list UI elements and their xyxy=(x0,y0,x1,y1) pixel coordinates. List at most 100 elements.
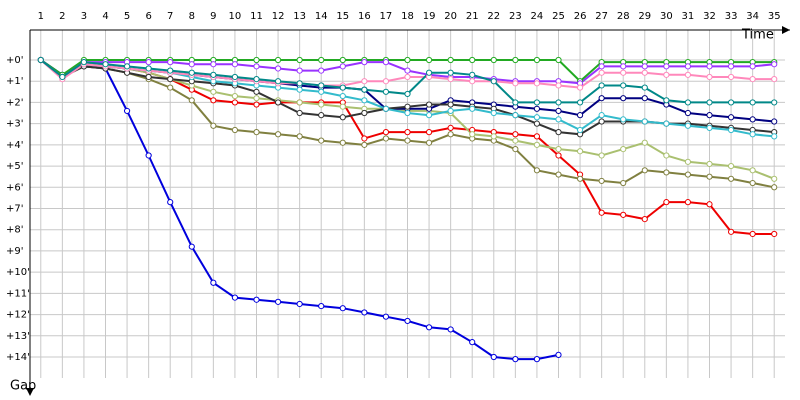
data-point xyxy=(576,112,584,119)
data-point xyxy=(447,101,454,108)
data-point xyxy=(210,88,217,95)
data-point xyxy=(210,71,217,78)
data-point xyxy=(663,169,670,176)
data-point xyxy=(382,105,390,112)
x-tick-label: 8 xyxy=(189,11,195,22)
data-point xyxy=(318,88,325,95)
data-point xyxy=(404,103,411,110)
x-tick-label: 20 xyxy=(444,11,457,22)
data-point xyxy=(231,73,239,81)
data-point xyxy=(339,114,346,121)
y-axis-arrow xyxy=(26,388,34,396)
data-point xyxy=(447,107,454,115)
data-point xyxy=(361,135,368,142)
data-point xyxy=(749,167,756,174)
data-point xyxy=(706,99,713,106)
data-point xyxy=(447,56,454,64)
data-point xyxy=(533,141,541,148)
data-point xyxy=(253,56,260,64)
data-point xyxy=(555,171,562,178)
data-point xyxy=(253,129,260,136)
data-point xyxy=(188,97,195,104)
data-point xyxy=(749,179,756,187)
data-point xyxy=(102,61,109,68)
data-point xyxy=(318,302,325,310)
data-point xyxy=(598,152,605,159)
data-point xyxy=(490,56,497,64)
data-point xyxy=(771,184,778,191)
data-point xyxy=(706,201,713,208)
y-tick-label: +3' xyxy=(6,119,24,130)
data-point xyxy=(447,124,454,131)
data-point xyxy=(404,317,411,325)
x-tick-label: 12 xyxy=(272,11,285,22)
data-point xyxy=(641,167,648,174)
data-point xyxy=(404,109,411,117)
data-point xyxy=(641,84,648,91)
x-tick-label: 19 xyxy=(423,11,436,22)
data-point xyxy=(771,133,778,140)
y-tick-label: +6' xyxy=(6,182,24,193)
data-point xyxy=(425,101,433,108)
data-point xyxy=(490,109,497,117)
data-point xyxy=(512,146,519,153)
data-point xyxy=(296,86,303,93)
data-point xyxy=(663,152,670,159)
x-tick-label: 11 xyxy=(250,11,263,22)
data-point xyxy=(361,109,368,117)
data-point xyxy=(555,116,562,123)
x-tick-label: 27 xyxy=(595,11,608,22)
data-point xyxy=(210,97,217,104)
data-point xyxy=(253,95,260,102)
data-point xyxy=(663,199,670,206)
data-point xyxy=(749,116,756,123)
data-point xyxy=(318,56,325,64)
data-point xyxy=(296,80,303,87)
data-point xyxy=(512,356,519,363)
data-point xyxy=(533,356,541,363)
data-point xyxy=(253,101,260,108)
data-point xyxy=(555,99,562,106)
data-point xyxy=(641,69,648,76)
data-point xyxy=(469,131,476,138)
data-point xyxy=(641,95,648,102)
data-point xyxy=(771,118,778,125)
data-point xyxy=(167,75,174,83)
data-point xyxy=(361,86,368,93)
data-point xyxy=(296,109,303,117)
data-point xyxy=(339,139,346,146)
data-point xyxy=(274,78,282,85)
data-point xyxy=(663,120,670,127)
data-point xyxy=(576,148,584,155)
x-tick-label: 9 xyxy=(210,11,216,22)
data-point xyxy=(684,158,692,165)
x-tick-label: 31 xyxy=(682,11,695,22)
data-point xyxy=(706,112,713,119)
x-tick-label: 6 xyxy=(145,11,151,22)
x-tick-label: 7 xyxy=(167,11,173,22)
data-point xyxy=(318,67,325,74)
data-point xyxy=(512,80,519,87)
data-point xyxy=(771,230,778,238)
x-tick-label: 30 xyxy=(660,11,673,22)
data-point xyxy=(727,228,735,235)
data-point xyxy=(167,59,174,66)
data-point xyxy=(663,97,670,104)
data-point xyxy=(533,56,541,64)
data-point xyxy=(512,112,519,119)
data-point xyxy=(727,73,735,81)
data-point xyxy=(533,114,541,121)
data-point xyxy=(231,99,239,106)
data-point xyxy=(318,112,325,119)
data-point xyxy=(555,146,562,153)
data-point xyxy=(210,279,217,286)
data-point xyxy=(598,95,605,102)
data-point xyxy=(447,131,454,138)
data-point xyxy=(274,99,282,106)
data-point xyxy=(706,160,713,168)
y-tick-label: +4' xyxy=(6,140,24,151)
y-tick-label: +11' xyxy=(6,288,30,299)
data-point xyxy=(598,177,605,185)
data-point xyxy=(145,65,152,72)
x-tick-label: 28 xyxy=(617,11,630,22)
